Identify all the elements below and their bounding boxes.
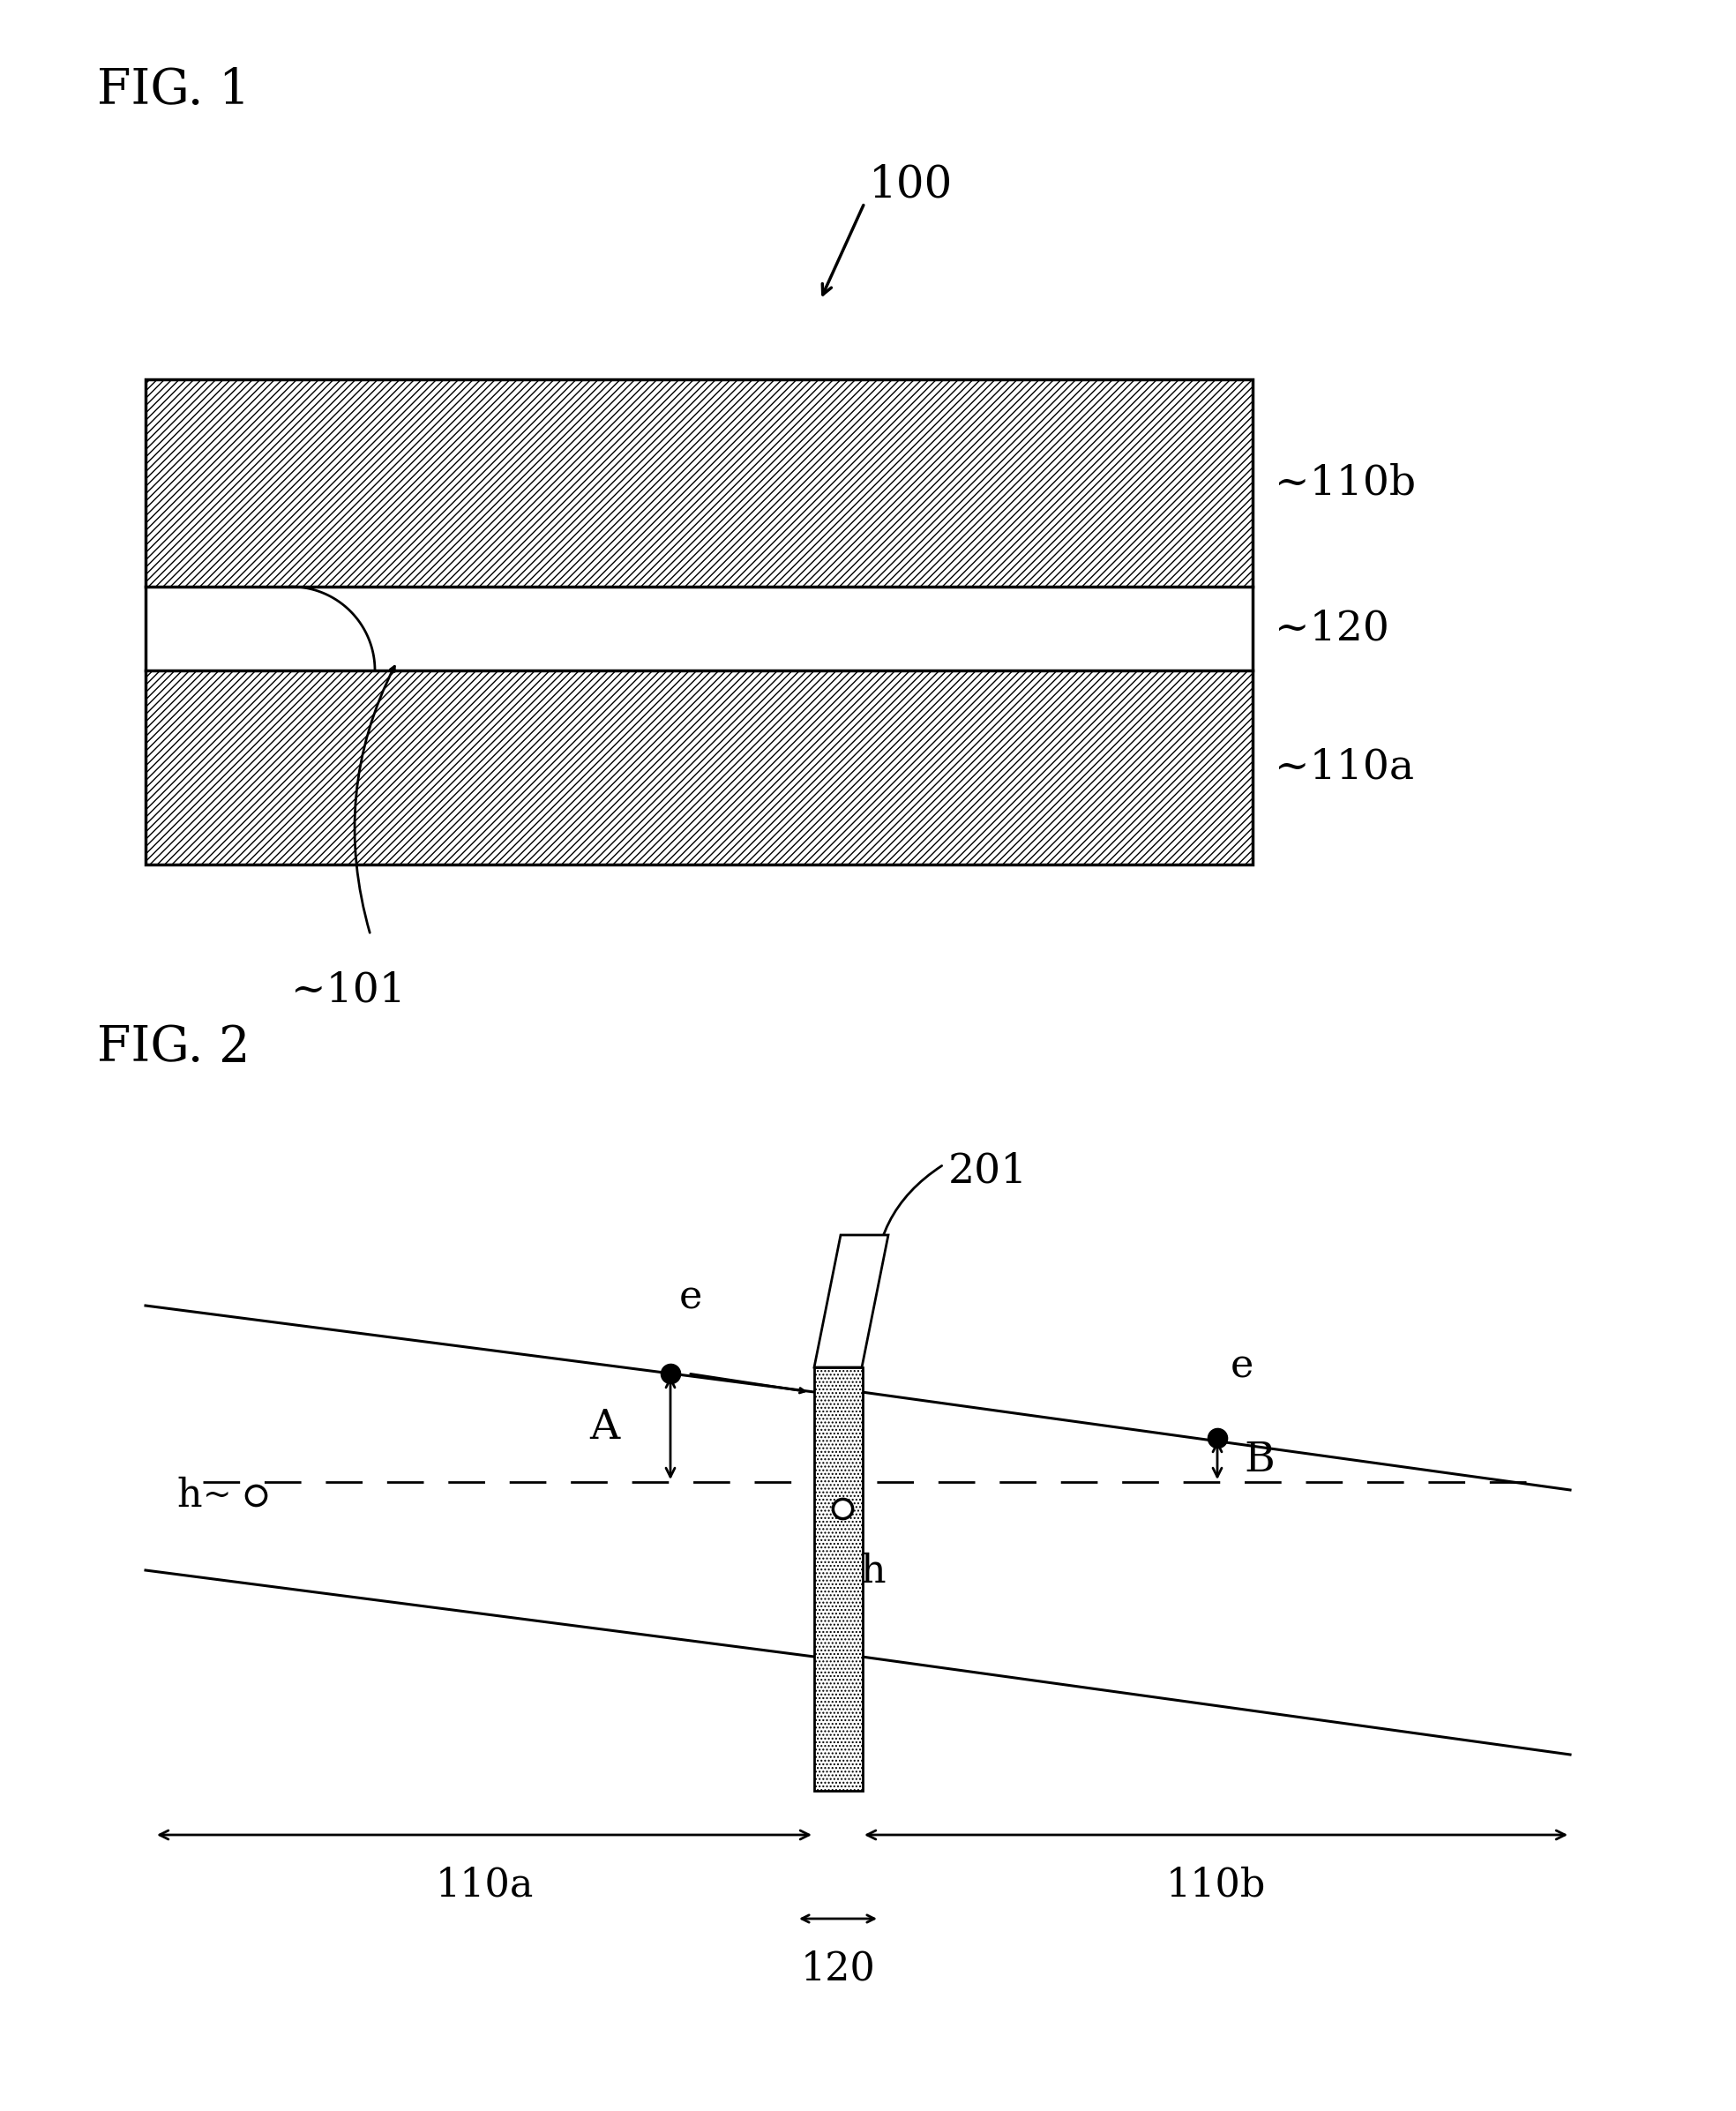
Bar: [146, 671, 1253, 866]
Bar: [814, 1368, 863, 1790]
Text: ~110a: ~110a: [1274, 747, 1415, 787]
Text: e: e: [1231, 1347, 1253, 1385]
Bar: [146, 380, 1253, 587]
Text: h: h: [859, 1552, 885, 1592]
Text: 110a: 110a: [436, 1866, 533, 1904]
Bar: [814, 1368, 863, 1790]
Text: A: A: [589, 1408, 620, 1448]
Text: FIG. 1: FIG. 1: [97, 65, 250, 114]
Polygon shape: [814, 1235, 889, 1368]
Text: ~101: ~101: [292, 971, 406, 1011]
Text: 100: 100: [870, 163, 953, 207]
Text: h: h: [177, 1476, 201, 1514]
Text: ~110b: ~110b: [1274, 462, 1417, 502]
Text: 201: 201: [948, 1150, 1028, 1191]
Text: ~120: ~120: [1274, 608, 1389, 648]
Bar: [146, 587, 1253, 671]
Bar: [146, 671, 1253, 866]
Text: 110b: 110b: [1165, 1866, 1266, 1904]
Text: FIG. 2: FIG. 2: [97, 1024, 250, 1072]
Bar: [146, 380, 1253, 587]
Text: e: e: [679, 1277, 703, 1315]
Bar: [146, 380, 1253, 866]
Text: B: B: [1243, 1440, 1274, 1480]
Text: ~: ~: [203, 1480, 231, 1511]
Text: 120: 120: [800, 1951, 875, 1989]
